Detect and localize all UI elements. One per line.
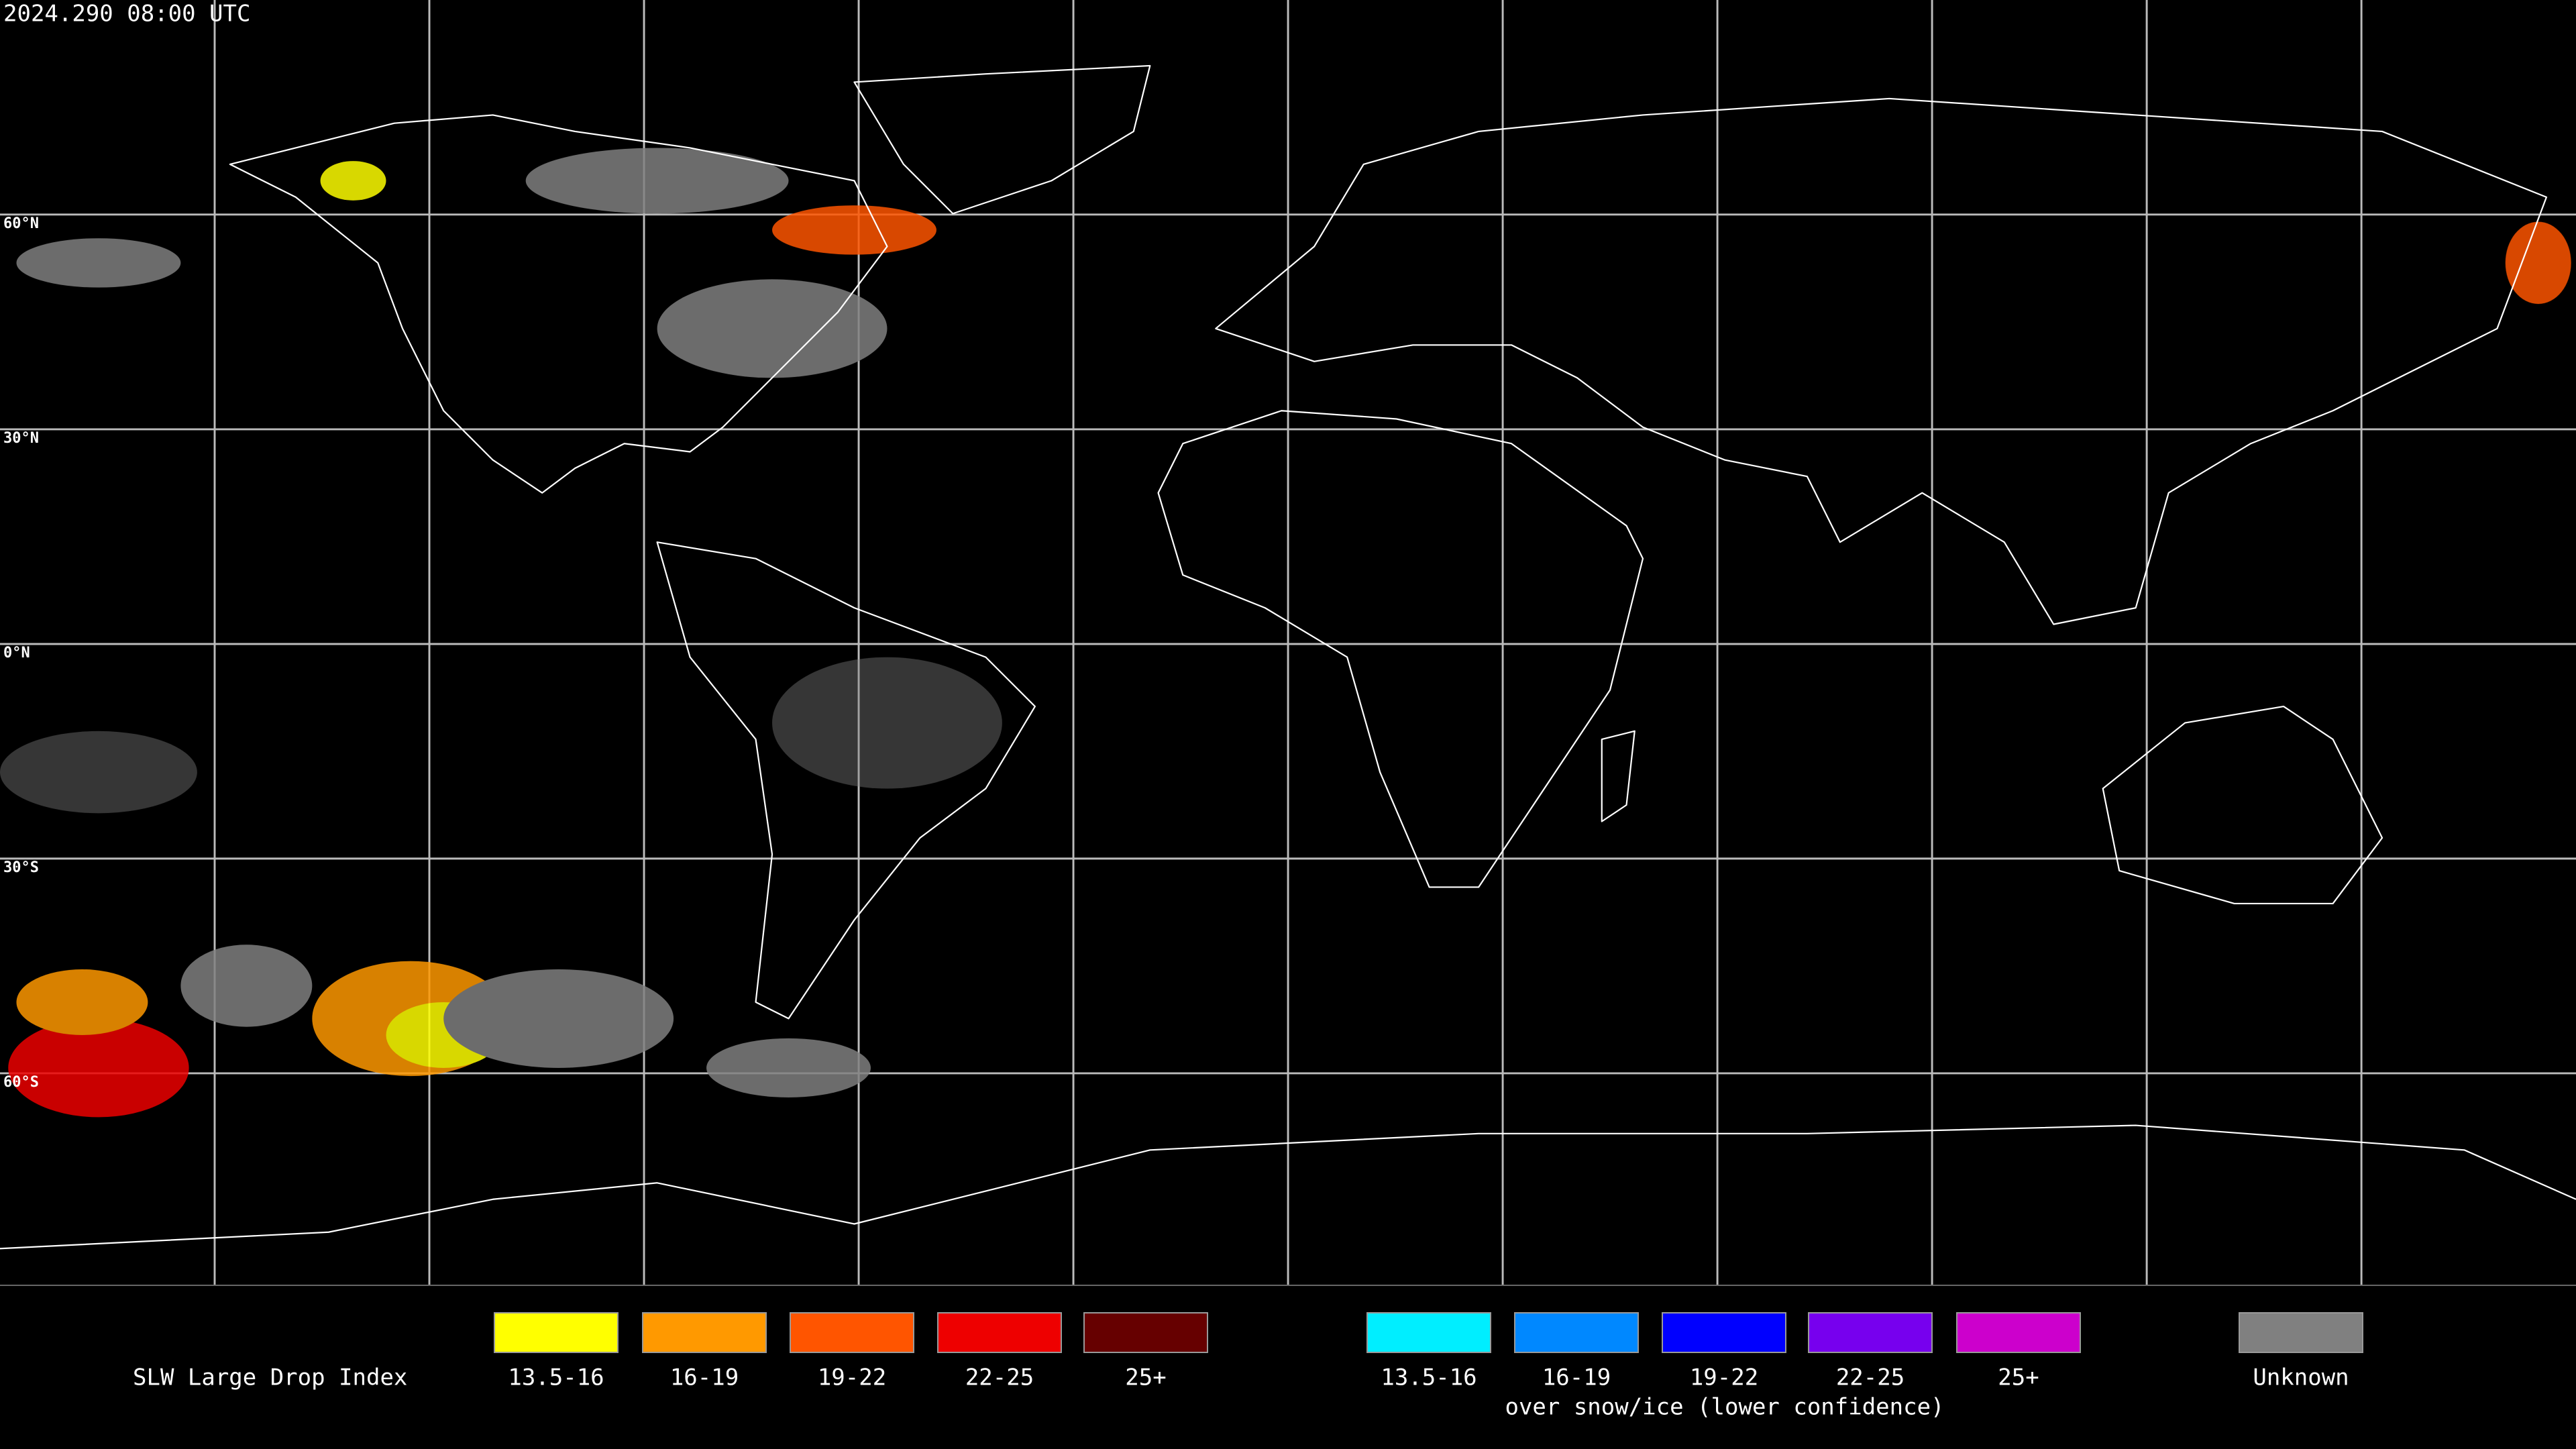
timestamp: 2024.290 08:00 UTC bbox=[3, 1, 250, 28]
legend-label: 25+ bbox=[1998, 1364, 2039, 1391]
legend-label: 16-19 bbox=[670, 1364, 739, 1391]
legend-label: 25+ bbox=[1125, 1364, 1166, 1391]
lat-label: 30°S bbox=[3, 859, 39, 876]
legend-label: 19-22 bbox=[1690, 1364, 1758, 1391]
lat-label: 30°N bbox=[3, 430, 39, 447]
legend-label: 13.5-16 bbox=[508, 1364, 604, 1391]
legend-swatch bbox=[642, 1312, 767, 1353]
legend-label: 22-25 bbox=[965, 1364, 1034, 1391]
legend-swatch bbox=[1083, 1312, 1208, 1353]
legend-caption: over snow/ice (lower confidence) bbox=[1505, 1394, 1944, 1421]
legend-swatch bbox=[1366, 1312, 1491, 1353]
legend-swatch bbox=[1956, 1312, 2081, 1353]
legend-label: Unknown bbox=[2253, 1364, 2349, 1391]
map bbox=[0, 0, 2576, 1285]
coastlines bbox=[0, 64, 2576, 1250]
legend-swatch bbox=[790, 1312, 914, 1353]
legend-label: 16-19 bbox=[1542, 1364, 1611, 1391]
legend-swatch bbox=[494, 1312, 619, 1353]
legend-swatch bbox=[2239, 1312, 2363, 1353]
legend-title: SLW Large Drop Index bbox=[133, 1364, 407, 1391]
legend-label: 13.5-16 bbox=[1381, 1364, 1477, 1391]
clouds bbox=[0, 148, 2571, 1118]
legend-swatch bbox=[1808, 1312, 1933, 1353]
lat-label: 60°N bbox=[3, 215, 39, 232]
legend-label: 22-25 bbox=[1836, 1364, 1904, 1391]
legend-swatch bbox=[1514, 1312, 1639, 1353]
lat-label: 60°S bbox=[3, 1074, 39, 1091]
legend-label: 19-22 bbox=[818, 1364, 886, 1391]
lat-label: 0°N bbox=[3, 645, 30, 661]
legend-swatch bbox=[937, 1312, 1062, 1353]
legend-swatch bbox=[1662, 1312, 1786, 1353]
